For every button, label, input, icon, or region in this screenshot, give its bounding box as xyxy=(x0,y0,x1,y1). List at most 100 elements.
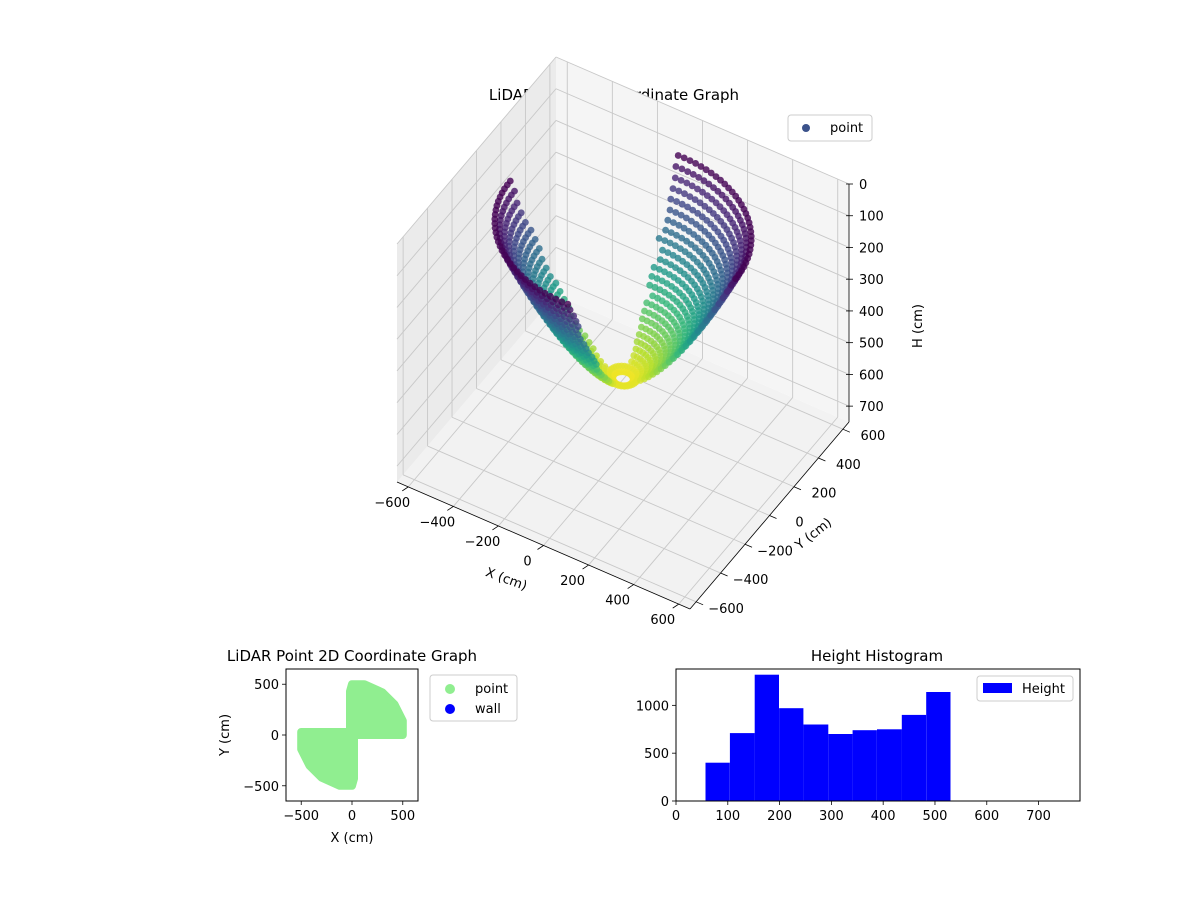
point-3d xyxy=(672,163,680,170)
z-tick-label: 200 xyxy=(859,241,884,256)
point-3d xyxy=(574,323,582,330)
point-3d xyxy=(531,283,539,291)
point-3d xyxy=(689,171,697,178)
point-3d xyxy=(667,229,675,237)
point-3d xyxy=(666,206,674,214)
point-3d xyxy=(732,275,740,283)
x-tick-label: −500 xyxy=(283,809,319,824)
z-tick-label: 0 xyxy=(859,178,867,193)
y-tick-label: 0 xyxy=(661,795,669,810)
point-3d xyxy=(664,216,672,224)
chart-3d-ticks: −600−400−2000200400600−600−400−200020040… xyxy=(374,178,885,628)
histogram-bar xyxy=(803,724,829,801)
x-tick-mark xyxy=(582,564,589,570)
point-3d xyxy=(675,221,683,229)
point-3d xyxy=(666,239,674,247)
x-tick-label: 600 xyxy=(974,809,999,824)
histogram-bar xyxy=(705,762,730,801)
histogram-bar xyxy=(852,730,877,801)
point-3d xyxy=(673,198,680,205)
x-tick-label: 300 xyxy=(819,809,844,824)
point-3d xyxy=(672,209,680,216)
x-tick-label: −600 xyxy=(374,496,410,511)
point-3d xyxy=(656,256,664,263)
point-3d xyxy=(572,317,580,325)
point-3d xyxy=(688,182,696,190)
point-3d xyxy=(680,224,688,232)
point-3d xyxy=(670,219,677,227)
histogram-legend: Height xyxy=(976,675,1074,702)
point-3d xyxy=(700,177,708,185)
histogram-bar xyxy=(828,734,853,801)
point-3d xyxy=(711,306,719,314)
point-3d xyxy=(674,351,681,358)
y-tick-label: −600 xyxy=(708,602,744,617)
y-tick-label: 500 xyxy=(644,747,669,762)
point-3d xyxy=(719,294,727,302)
point-3d xyxy=(707,312,715,319)
chart-3d-legend-label: point xyxy=(830,121,863,136)
point-3d xyxy=(677,177,685,184)
point-3d xyxy=(684,168,692,176)
point-3d xyxy=(669,185,677,193)
x-tick-label: 0 xyxy=(672,809,680,824)
point-3d xyxy=(688,217,695,225)
z-tick-label: 100 xyxy=(859,210,884,225)
point-3d xyxy=(661,237,669,245)
chart-2d-legend-marker-point xyxy=(445,684,455,694)
grid-floor-y xyxy=(451,416,746,545)
chart-2d-ylabel: Y (cm) xyxy=(218,714,233,757)
grid-floor-y xyxy=(427,445,721,574)
point-3d xyxy=(580,341,588,348)
point-3d xyxy=(728,281,735,289)
x-tick-label: 400 xyxy=(871,809,896,824)
point-3d xyxy=(695,328,702,335)
point-3d xyxy=(615,382,622,389)
z-tick-label: 700 xyxy=(859,400,884,415)
y-tick-label: −500 xyxy=(243,780,279,795)
point-3d xyxy=(664,249,672,256)
grid-floor-y xyxy=(476,388,770,516)
point-3d xyxy=(684,203,691,211)
chart-3d-xlabel: X (cm) xyxy=(483,565,529,594)
point-3d xyxy=(678,165,686,173)
histogram-bars xyxy=(705,674,951,801)
x-tick-mark xyxy=(672,603,679,609)
point-3d xyxy=(715,300,723,308)
chart-3d-zlabel: H (cm) xyxy=(911,304,926,348)
histogram-bar xyxy=(754,674,779,801)
point-3d xyxy=(526,279,534,287)
z-tick-label: 600 xyxy=(859,368,884,383)
point-3d xyxy=(678,200,686,208)
y-tick-mark xyxy=(793,486,802,491)
chart-2d-legend: point wall xyxy=(429,674,518,722)
point-3d xyxy=(522,276,529,283)
point-3d xyxy=(674,152,682,159)
chart-3d: LiDAR Point 3D Coordinate Graph −600−400… xyxy=(374,56,926,628)
point-3d xyxy=(536,286,544,294)
point-3d xyxy=(690,333,698,340)
point-3d xyxy=(659,246,666,254)
point-3d xyxy=(681,190,688,198)
point-3d xyxy=(558,298,566,306)
point-3d xyxy=(686,337,694,345)
y-tick-label: 0 xyxy=(271,729,279,744)
x-tick-label: 0 xyxy=(348,809,356,824)
z-tick-label: 500 xyxy=(859,337,884,352)
chart-2d-title: LiDAR Point 2D Coordinate Graph xyxy=(227,647,477,665)
y-tick-mark xyxy=(769,515,777,519)
grid-back-z xyxy=(555,120,850,248)
grid-back-z xyxy=(555,56,850,185)
point-3d xyxy=(692,160,699,167)
point-3d xyxy=(671,174,679,182)
x-tick-mark xyxy=(402,486,409,492)
point-3d xyxy=(570,312,578,320)
chart-3d-points xyxy=(491,152,755,390)
y-tick-label: 1000 xyxy=(636,699,669,714)
grid-left-z xyxy=(396,151,557,340)
histogram-legend-swatch xyxy=(983,683,1012,693)
point-3d xyxy=(702,166,710,174)
x-tick-label: 700 xyxy=(1026,809,1051,824)
grid-floor-y xyxy=(500,359,795,488)
point-3d xyxy=(703,317,711,325)
